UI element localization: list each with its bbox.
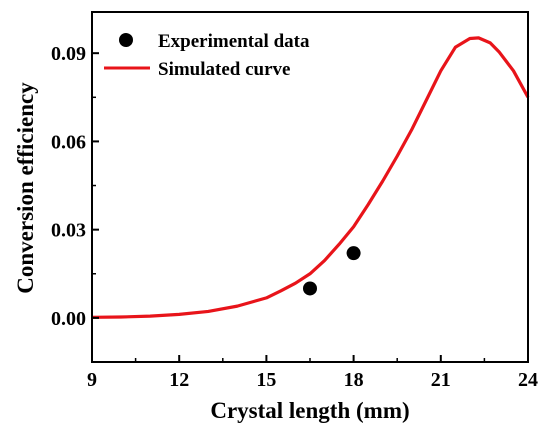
y-tick-label: 0.09: [51, 43, 86, 65]
x-tick-label: 18: [344, 369, 364, 391]
legend-label-simulated: Simulated curve: [158, 59, 290, 80]
x-axis-title: Crystal length (mm): [210, 398, 409, 423]
x-tick-label: 12: [169, 369, 189, 391]
y-axis-title: Conversion efficiency: [13, 82, 38, 294]
y-tick-label: 0.00: [51, 308, 86, 330]
x-tick-label: 21: [431, 369, 451, 391]
legend: Experimental data Simulated curve: [104, 31, 310, 80]
legend-marker-experimental: [119, 33, 133, 47]
x-tick-label: 9: [87, 369, 97, 391]
simulated-curve-line: [91, 36, 530, 319]
legend-label-experimental: Experimental data: [158, 31, 310, 52]
y-tick-label: 0.06: [51, 131, 86, 153]
axes: 9 12 15 18 21 24 0.00 0.03 0.06 0.09: [51, 11, 538, 391]
x-tick-label: 15: [256, 369, 276, 391]
x-tick-label: 24: [518, 369, 538, 391]
y-tick-label: 0.03: [51, 220, 86, 242]
experimental-data-point: [303, 281, 317, 296]
experimental-data-point: [346, 246, 361, 261]
plot-area: [91, 36, 530, 319]
